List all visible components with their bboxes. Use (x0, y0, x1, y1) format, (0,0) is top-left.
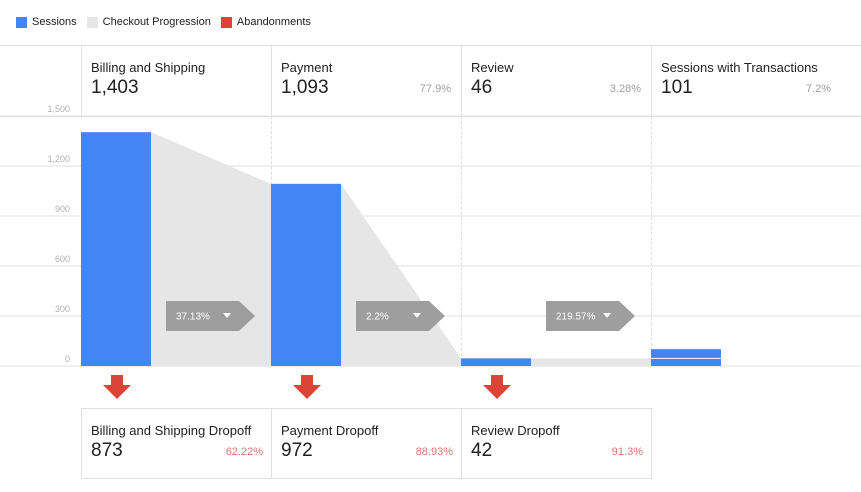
caret-down-icon (413, 313, 421, 318)
chart-divider-3 (651, 116, 652, 366)
conversion-button-shape (166, 301, 255, 331)
step-percent: 3.28% (609, 83, 641, 95)
step-header-transactions[interactable]: Sessions with Transactions 101 7.2% (651, 46, 841, 116)
dropoff-name: Billing and Shipping Dropoff (91, 423, 252, 438)
conversion-button-shape (546, 301, 635, 331)
y-tick-label: 300 (55, 304, 70, 314)
y-tick-label: 0 (65, 354, 70, 364)
y-tick-label: 1,500 (47, 104, 70, 114)
conversion-rate-label: 37.13% (176, 312, 210, 323)
legend-item-abandonments[interactable]: Abandonments (220, 16, 311, 28)
step-value: 1,093 (281, 77, 329, 98)
dropoff-value: 42 (471, 440, 493, 461)
legend-item-checkout-progression[interactable]: Checkout Progression (86, 16, 211, 28)
conversion-rate-label: 219.57% (556, 312, 596, 323)
dropoff-name: Payment Dropoff (281, 423, 379, 438)
step-name: Sessions with Transactions (661, 60, 818, 75)
abandonment-arrow-icon (483, 375, 511, 399)
conversion-rate-label: 2.2% (366, 312, 389, 323)
legend-label-sessions: Sessions (32, 16, 77, 28)
caret-down-icon (603, 313, 611, 318)
step-header-review[interactable]: Review 46 3.28% (461, 46, 651, 116)
dropoff-value: 972 (281, 440, 313, 461)
step-percent: 7.2% (805, 83, 831, 95)
dropoff-billing[interactable]: Billing and Shipping Dropoff 873 62.22% (81, 409, 271, 479)
y-tick-label: 600 (55, 254, 70, 264)
sessions-bar (651, 349, 721, 366)
legend-swatch-checkout-progression (86, 16, 98, 28)
conversion-rate-button[interactable]: 37.13% (166, 301, 255, 331)
step-value: 46 (471, 77, 493, 98)
sessions-bar (81, 132, 151, 366)
step-name: Review (471, 60, 514, 75)
step-value: 101 (661, 77, 693, 98)
dropoff-percent: 62.22% (225, 446, 263, 458)
checkout-progression-area (531, 358, 651, 366)
caret-down-icon (223, 313, 231, 318)
header-divider-4 (651, 46, 652, 116)
sessions-bar (271, 183, 341, 366)
step-name: Billing and Shipping (91, 60, 206, 75)
step-name: Payment (281, 60, 333, 75)
header-divider-2 (271, 46, 272, 116)
dropoff-percent: 88.93% (415, 446, 453, 458)
dropoff-name: Review Dropoff (471, 423, 560, 438)
dropoff-review[interactable]: Review Dropoff 42 91.3% (461, 409, 651, 479)
y-tick-label: 900 (55, 204, 70, 214)
abandonment-arrow-layer (103, 375, 511, 399)
conversion-rate-button[interactable]: 2.2% (356, 301, 445, 331)
step-header-billing[interactable]: Billing and Shipping 1,403 (81, 46, 271, 116)
sessions-bar (461, 358, 531, 366)
legend-swatch-abandonments (220, 16, 232, 28)
header-divider-3 (461, 46, 462, 116)
legend-label-abandonments: Abandonments (236, 16, 311, 28)
legend-item-sessions[interactable]: Sessions (16, 16, 77, 28)
dropoff-payment[interactable]: Payment Dropoff 972 88.93% (271, 409, 461, 479)
abandonment-arrow-icon (103, 375, 131, 399)
legend-swatch-sessions (16, 16, 27, 28)
dropoff-value: 873 (91, 440, 123, 461)
dropoff-divider-3 (461, 408, 462, 479)
step-percent: 77.9% (419, 83, 451, 95)
dropoff-percent: 91.3% (611, 446, 643, 458)
conversion-button-layer: 37.13% 2.2% 219.57% (166, 301, 635, 331)
y-tick-label: 1,200 (47, 154, 70, 164)
chart-divider-2 (461, 116, 462, 366)
dropoff-bottom-divider (81, 478, 651, 479)
abandonment-arrow-icon (293, 375, 321, 399)
dropoff-divider-2 (271, 408, 272, 479)
checkout-progression-area (341, 183, 461, 366)
dropoff-divider-1 (81, 408, 82, 479)
legend-label-checkout-progression: Checkout Progression (102, 16, 211, 28)
dropoff-divider-4 (651, 408, 652, 479)
step-value: 1,403 (91, 77, 139, 98)
chart-legend: Sessions Checkout Progression Abandonmen… (16, 16, 321, 28)
header-divider-1 (81, 46, 82, 116)
step-header-payment[interactable]: Payment 1,093 77.9% (271, 46, 461, 116)
bar-layer (81, 132, 721, 366)
dropoff-top-divider (81, 408, 651, 409)
conversion-button-shape (356, 301, 445, 331)
header-top-divider (0, 45, 861, 46)
conversion-rate-button[interactable]: 219.57% (546, 301, 635, 331)
